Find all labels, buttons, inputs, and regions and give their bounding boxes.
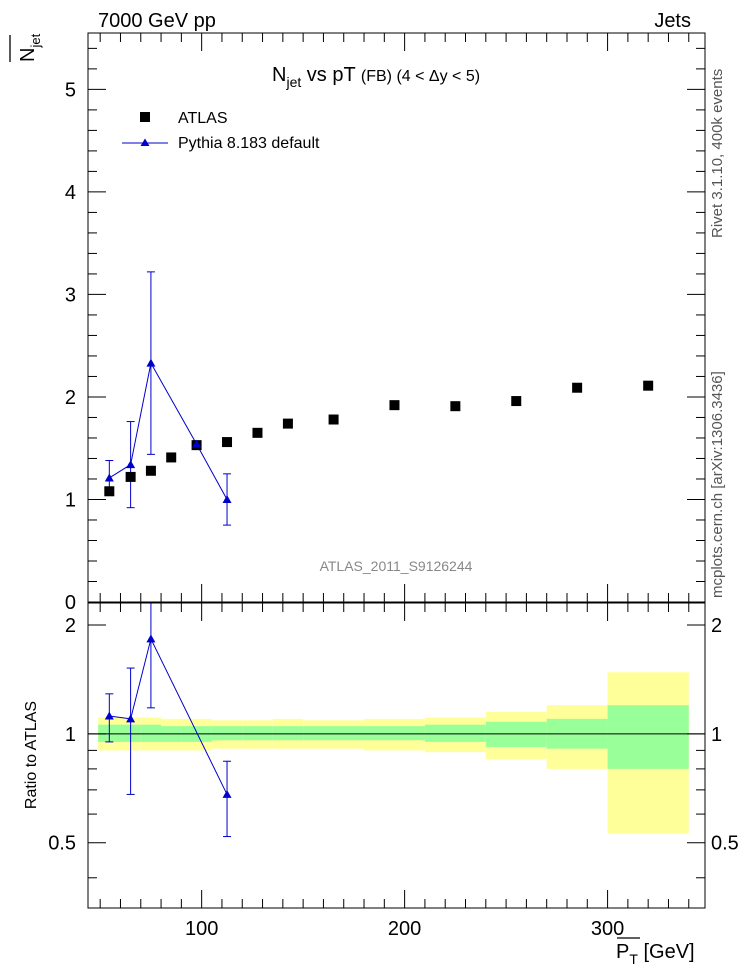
ratio-band-inner: [272, 726, 304, 741]
pythia-point: [192, 439, 202, 448]
ratio-ytick-label: 2: [65, 615, 76, 637]
ratio-band-inner: [364, 726, 425, 741]
svg-text:PT [GeV]: PT [GeV]: [616, 941, 695, 967]
main-panel: 0 1 2 3 4 5 Njet vs pT (FB) (4 < Δy < 5) Njet…: [9, 32, 706, 614]
xlabel-sub: T: [629, 951, 638, 967]
ratio-band-inner: [303, 726, 365, 741]
main-marks: [104, 271, 654, 526]
ratio-ytick-label-right: 0.5: [711, 833, 739, 855]
ylabel-n: N: [17, 48, 39, 62]
ratio-bands: [98, 672, 689, 834]
atlas-point: [328, 414, 339, 425]
ratio-line: [109, 637, 228, 795]
ratio-band-inner: [140, 724, 162, 742]
title-middle: vs pT: [301, 64, 361, 86]
title-n: N: [272, 64, 286, 86]
ratio-marks: [104, 602, 232, 838]
ratio-ytick-label: 0.5: [48, 833, 76, 855]
atlas-point: [252, 427, 263, 438]
atlas-point: [389, 400, 400, 411]
main-title: Njet vs pT (FB) (4 < Δy < 5): [272, 64, 480, 90]
main-ticks: 0 1 2 3 4 5: [65, 33, 705, 614]
main-ytick-label: 5: [65, 79, 76, 101]
main-ytick-label: 0: [65, 592, 76, 614]
atlas-point: [166, 452, 177, 463]
ratio-band-inner: [485, 721, 547, 747]
header-jets-label: Jets: [654, 10, 691, 32]
atlas-point: [104, 486, 115, 497]
main-frame: [87, 32, 706, 603]
main-ytick-label: 2: [65, 387, 76, 409]
xlabel-unit: [GeV]: [638, 941, 695, 963]
pythia-point: [104, 473, 114, 482]
ratio-xtick-label: 100: [185, 918, 218, 940]
ratio-point: [146, 634, 156, 643]
rivet-label: Rivet 3.1.10, 400k events: [709, 69, 726, 238]
ratio-point: [104, 711, 114, 720]
main-ytick-label: 4: [65, 182, 76, 204]
ratio-band-inner: [211, 726, 243, 741]
legend: ATLAS Pythia 8.183 default: [122, 110, 320, 152]
title-sub: jet: [285, 74, 301, 90]
xlabel-p: P: [616, 941, 629, 963]
main-ytick-label: 3: [65, 284, 76, 306]
legend-pythia-label: Pythia 8.183 default: [178, 135, 320, 152]
atlas-point: [643, 380, 654, 391]
ratio-xtick-label: 200: [388, 918, 421, 940]
ratio-panel: 0.5 0.5 1 1 2 2 100 200 300 Ratio to ATLAS PT [G…: [23, 602, 739, 967]
atlas-point: [125, 471, 136, 482]
pythia-point: [146, 358, 156, 367]
ratio-ticks: 0.5 0.5 1 1 2 2 100 200 300: [48, 603, 739, 940]
atlas-point: [450, 401, 461, 412]
ratio-point: [126, 714, 136, 723]
legend-atlas-label: ATLAS: [178, 110, 228, 127]
mcplots-label: mcplots.cern.ch [arXiv:1306.3436]: [709, 371, 726, 598]
ratio-point: [222, 789, 232, 798]
ratio-ytick-label-right: 1: [711, 724, 722, 746]
atlas-point: [145, 465, 156, 476]
main-ytick-label: 1: [65, 489, 76, 511]
ylabel-sub: jet: [28, 33, 43, 48]
title-suffix: (FB) (4 < Δy < 5): [361, 68, 480, 85]
header-energy-label: 7000 GeV pp: [98, 10, 216, 32]
ratio-band-inner: [424, 724, 486, 742]
ratio-ytick-label: 1: [65, 724, 76, 746]
main-ylabel: Njet: [9, 33, 43, 62]
ratio-xtick-label: 300: [591, 918, 624, 940]
atlas-point: [511, 396, 522, 407]
legend-pythia-marker: [140, 138, 150, 146]
ratio-xlabel: PT [GeV]: [616, 937, 695, 967]
ratio-band-inner: [242, 726, 273, 741]
atlas-point: [282, 418, 293, 429]
ratio-band-inner: [607, 705, 689, 769]
legend-atlas-marker: [140, 112, 150, 122]
pythia-point: [126, 460, 136, 469]
ratio-ylabel: Ratio to ATLAS: [23, 701, 40, 809]
atlas-point: [222, 437, 233, 448]
svg-text:Njet: Njet: [17, 33, 43, 62]
pythia-point: [222, 494, 232, 503]
ratio-frame: [87, 602, 706, 909]
atlas-point: [572, 382, 583, 393]
analysis-watermark: ATLAS_2011_S9126244: [320, 558, 473, 574]
ratio-ytick-label-right: 2: [711, 615, 722, 637]
